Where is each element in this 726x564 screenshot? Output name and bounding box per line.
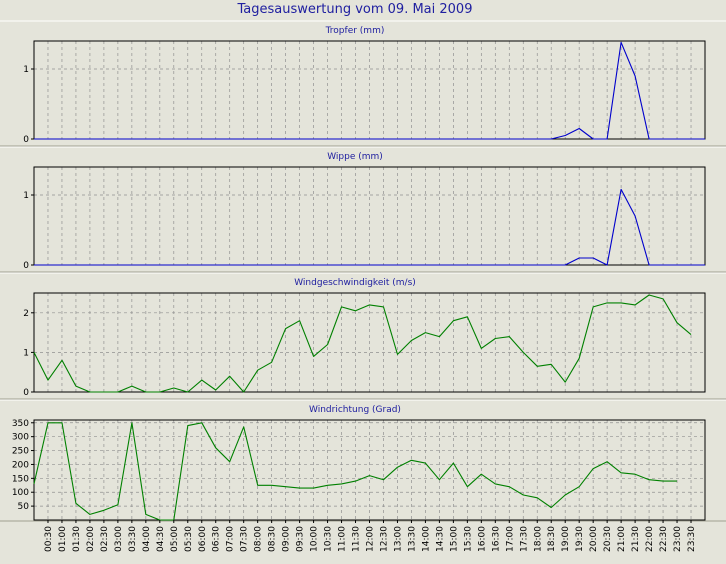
x-tick-label: 16:00 [477,526,487,552]
x-tick-label: 03:30 [128,526,138,552]
x-tick-label: 03:00 [114,526,124,552]
x-tick-label: 18:30 [547,526,557,552]
x-tick-label: 05:30 [184,526,194,552]
y-tick-label: 300 [12,433,29,443]
series-line [33,294,692,393]
x-tick-label: 13:30 [407,526,417,552]
x-tick-label: 18:00 [533,526,543,552]
x-tick-label: 11:30 [352,526,362,552]
x-tick-label: 07:00 [226,526,236,552]
x-tick-label: 21:00 [617,526,627,552]
panel-1: Tropfer (mm) 0 1 [0,20,726,147]
series-line [33,422,677,521]
x-tick-label: 02:00 [86,526,96,552]
x-tick-label: 06:30 [212,526,222,552]
x-tick-label: 09:00 [282,526,292,552]
y-tick-label: 250 [12,447,29,457]
x-tick-label: 00:30 [44,526,54,552]
x-tick-label: 20:00 [589,526,599,552]
x-tick-label: 12:00 [366,526,376,552]
x-tick-label: 22:30 [659,526,669,552]
y-tick-label: 50 [18,502,30,512]
x-tick-label: 13:00 [393,526,403,552]
y-tick-label: 1 [23,65,29,75]
series-line [34,41,705,140]
x-axis: 00:30 01:00 01:30 02:00 02:30 03:00 03:30 04:00… [44,520,697,552]
y-tick-label: 0 [23,261,29,271]
x-tick-label: 14:00 [421,526,431,552]
x-tick-label: 21:30 [631,526,641,552]
x-tick-label: 11:00 [338,526,348,552]
x-tick-label: 08:30 [268,526,278,552]
x-tick-label: 15:30 [463,526,473,552]
y-tick-label: 0 [23,135,29,145]
x-tick-label: 08:00 [254,526,264,552]
panel-title: Wippe (mm) [327,152,383,162]
x-tick-label: 17:00 [505,526,515,552]
x-tick-label: 05:00 [170,526,180,552]
x-tick-label: 16:30 [491,526,501,552]
panel-4: Windrichtung (Grad) 50 100 150 200 250 300 350 [0,399,726,522]
x-tick-label: 04:30 [156,526,166,552]
y-tick-label: 1 [23,191,29,201]
x-tick-label: 06:00 [198,526,208,552]
x-tick-label: 19:30 [575,526,585,552]
chart-title: Tagesauswertung vom 09. Mai 2009 [237,2,473,17]
y-tick-label: 2 [23,309,29,319]
y-tick-label: 200 [12,460,29,470]
x-tick-label: 23:30 [687,526,697,552]
panel-title: Windgeschwindigkeit (m/s) [294,278,416,288]
x-tick-label: 10:30 [324,526,334,552]
plot-frame [33,292,706,393]
y-tick-label: 1 [23,348,29,358]
x-tick-label: 17:30 [519,526,529,552]
x-tick-label: 01:00 [58,526,68,552]
y-tick-label: 0 [23,388,29,398]
x-tick-label: 14:30 [435,526,445,552]
x-tick-label: 19:00 [561,526,571,552]
x-tick-label: 20:30 [603,526,613,552]
x-tick-label: 01:30 [72,526,82,552]
x-tick-label: 12:30 [379,526,389,552]
x-tick-label: 04:00 [142,526,152,552]
y-tick-label: 150 [12,474,29,484]
y-tick-label: 100 [12,488,29,498]
panel-title: Tropfer (mm) [325,26,385,36]
x-tick-label: 02:30 [100,526,110,552]
y-tick-label: 350 [12,419,29,429]
panel-3: Windgeschwindigkeit (m/s) 0 1 2 [0,272,726,400]
x-tick-label: 07:30 [240,526,250,552]
series-line [34,188,705,266]
x-tick-label: 23:00 [673,526,683,552]
x-tick-label: 10:00 [310,526,320,552]
panel-title: Windrichtung (Grad) [309,405,401,415]
x-tick-label: 15:00 [449,526,459,552]
x-tick-label: 09:30 [296,526,306,552]
panel-2: Wippe (mm) 0 1 [0,146,726,273]
x-tick-label: 22:00 [645,526,655,552]
